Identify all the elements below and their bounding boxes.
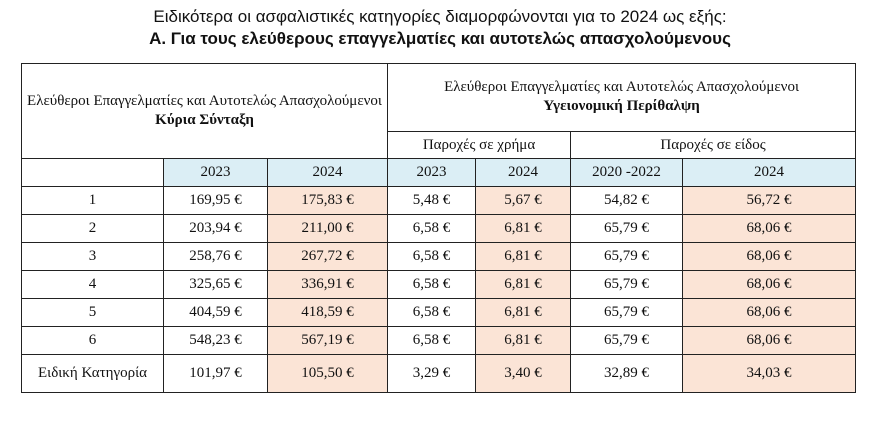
- value-cell: 336,91 €: [266, 270, 389, 299]
- main-pension-label: Κύρια Σύνταξη: [155, 112, 254, 128]
- value-cell: 65,79 €: [570, 270, 684, 299]
- value-cell: 6,81 €: [475, 242, 572, 271]
- value-cell: 3,40 €: [475, 354, 572, 393]
- value-cell: 54,82 €: [570, 186, 684, 215]
- year-header: 2024: [682, 158, 857, 187]
- year-header: 2020 -2022: [570, 158, 684, 187]
- value-cell: 258,76 €: [163, 242, 268, 271]
- value-cell: 6,81 €: [475, 270, 572, 299]
- value-cell: 65,79 €: [570, 242, 684, 271]
- health-care-group-title: Ελεύθεροι Επαγγελματίες και Αυτοτελώς Απ…: [444, 79, 800, 96]
- value-cell: 6,58 €: [387, 298, 477, 327]
- health-care-label: Υγειονομική Περίθαλψη: [543, 98, 700, 115]
- value-cell: 267,72 €: [266, 242, 389, 271]
- value-cell: 203,94 €: [163, 214, 268, 243]
- category-cell: 4: [21, 270, 164, 299]
- table-row: 2 203,94 € 211,00 € 6,58 € 6,81 € 65,79 …: [21, 214, 857, 243]
- value-cell: 6,81 €: [475, 326, 572, 355]
- value-cell: 6,58 €: [387, 326, 477, 355]
- category-cell: 6: [21, 326, 164, 355]
- value-cell: 325,65 €: [163, 270, 268, 299]
- category-cell: 5: [21, 298, 164, 327]
- cash-benefits-header: Παροχές σε χρήμα: [387, 130, 572, 160]
- table-row: Ειδική Κατηγορία 101,97 € 105,50 € 3,29 …: [21, 354, 857, 393]
- table-row: 5 404,59 € 418,59 € 6,58 € 6,81 € 65,79 …: [21, 298, 857, 327]
- category-cell: 3: [21, 242, 164, 271]
- value-cell: 404,59 €: [163, 298, 268, 327]
- value-cell: 548,23 €: [163, 326, 268, 355]
- value-cell: 6,58 €: [387, 214, 477, 243]
- value-cell: 101,97 €: [163, 354, 268, 393]
- value-cell: 65,79 €: [570, 214, 684, 243]
- value-cell: 6,58 €: [387, 242, 477, 271]
- value-cell: 169,95 €: [163, 186, 268, 215]
- value-cell: 6,81 €: [475, 298, 572, 327]
- value-cell: 567,19 €: [266, 326, 389, 355]
- value-cell: 68,06 €: [682, 298, 857, 327]
- table-row: 3 258,76 € 267,72 € 6,58 € 6,81 € 65,79 …: [21, 242, 857, 271]
- value-cell: 56,72 €: [682, 186, 857, 215]
- value-cell: 68,06 €: [682, 326, 857, 355]
- year-header: 2023: [163, 158, 268, 187]
- intro-text: Ειδικότερα οι ασφαλιστικές κατηγορίες δι…: [153, 7, 727, 26]
- value-cell: 418,59 €: [266, 298, 389, 327]
- value-cell: 65,79 €: [570, 298, 684, 327]
- category-header-blank: [21, 158, 164, 187]
- value-cell: 5,48 €: [387, 186, 477, 215]
- value-cell: 68,06 €: [682, 242, 857, 271]
- contributions-table: Ελεύθεροι Επαγγελματίες και Αυτοτελώς Απ…: [20, 63, 857, 393]
- health-care-header: Ελεύθεροι Επαγγελματίες και Αυτοτελώς Απ…: [387, 63, 857, 132]
- table-row: 1 169,95 € 175,83 € 5,48 € 5,67 € 54,82 …: [21, 186, 857, 215]
- value-cell: 65,79 €: [570, 326, 684, 355]
- category-cell: 2: [21, 214, 164, 243]
- main-pension-group-title: Ελεύθεροι Επαγγελματίες και Αυτοτελώς Απ…: [27, 93, 382, 109]
- value-cell: 175,83 €: [266, 186, 389, 215]
- year-header: 2024: [266, 158, 389, 187]
- section-heading: Α. Για τους ελεύθερους επαγγελματίες και…: [149, 29, 731, 48]
- category-cell: Ειδική Κατηγορία: [21, 354, 164, 393]
- main-pension-header: Ελεύθεροι Επαγγελματίες και Αυτοτελώς Απ…: [20, 63, 389, 159]
- value-cell: 68,06 €: [682, 214, 857, 243]
- year-header: 2024: [475, 158, 572, 187]
- year-header: 2023: [387, 158, 477, 187]
- value-cell: 5,67 €: [475, 186, 572, 215]
- value-cell: 6,81 €: [475, 214, 572, 243]
- category-cell: 1: [21, 186, 164, 215]
- value-cell: 68,06 €: [682, 270, 857, 299]
- in-kind-benefits-header: Παροχές σε είδος: [570, 130, 857, 160]
- table-row: 6 548,23 € 567,19 € 6,58 € 6,81 € 65,79 …: [21, 326, 857, 355]
- value-cell: 6,58 €: [387, 270, 477, 299]
- value-cell: 211,00 €: [266, 214, 389, 243]
- value-cell: 3,29 €: [387, 354, 477, 393]
- value-cell: 105,50 €: [266, 354, 389, 393]
- value-cell: 34,03 €: [682, 354, 857, 393]
- value-cell: 32,89 €: [570, 354, 684, 393]
- table-row: 4 325,65 € 336,91 € 6,58 € 6,81 € 65,79 …: [21, 270, 857, 299]
